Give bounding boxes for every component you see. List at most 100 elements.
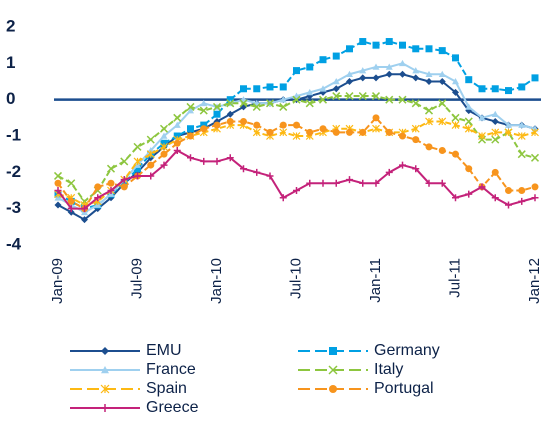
marker: [332, 179, 340, 187]
marker: [279, 102, 288, 111]
marker: [424, 106, 434, 115]
marker: [67, 208, 75, 216]
marker: [465, 103, 473, 110]
marker: [160, 150, 168, 158]
legend-label: France: [146, 361, 196, 378]
legend-label: Italy: [374, 361, 403, 378]
marker: [346, 70, 353, 78]
marker: [372, 124, 380, 133]
y-tick-label: -4: [6, 234, 22, 253]
marker: [213, 121, 221, 129]
marker: [253, 121, 261, 129]
marker: [134, 165, 141, 173]
legend-label: EMU: [146, 342, 182, 359]
marker: [372, 179, 380, 187]
marker: [120, 157, 129, 166]
marker: [332, 92, 341, 101]
marker: [452, 194, 459, 202]
marker: [530, 153, 540, 162]
marker: [438, 78, 446, 85]
marker: [279, 128, 288, 137]
marker: [425, 117, 433, 126]
marker: [399, 132, 406, 140]
marker: [359, 38, 367, 46]
marker: [478, 114, 486, 121]
marker: [452, 78, 459, 85]
marker: [372, 63, 380, 70]
marker: [359, 74, 367, 82]
marker: [329, 347, 337, 355]
marker: [266, 83, 274, 91]
marker: [67, 205, 75, 213]
marker: [451, 121, 460, 130]
marker: [306, 128, 314, 136]
marker: [67, 179, 76, 188]
marker: [186, 102, 195, 111]
y-tick-label: -2: [6, 162, 21, 181]
marker: [438, 70, 446, 78]
y-tick-label: 2: [6, 16, 15, 35]
marker: [411, 99, 420, 108]
marker: [518, 121, 526, 128]
marker: [199, 106, 208, 115]
marker: [491, 85, 499, 93]
marker: [385, 128, 393, 136]
marker: [329, 385, 337, 393]
legend-label: Germany: [374, 342, 440, 359]
marker: [101, 347, 109, 355]
marker: [438, 117, 447, 126]
x-tick-label: Jul-11: [446, 258, 463, 298]
marker: [319, 179, 327, 187]
marker: [346, 128, 353, 136]
marker: [120, 179, 128, 187]
marker: [305, 99, 314, 108]
marker: [292, 132, 301, 140]
marker: [147, 172, 155, 180]
marker: [452, 88, 459, 96]
marker: [133, 157, 142, 166]
marker: [425, 45, 433, 53]
x-tick-label: Jul-10: [287, 258, 304, 299]
marker: [292, 95, 301, 104]
y-tick-label: -1: [6, 125, 21, 144]
x-tick-label: Jan-12: [526, 258, 543, 304]
marker: [319, 125, 327, 133]
marker: [465, 165, 473, 173]
marker: [293, 121, 300, 129]
marker: [412, 136, 420, 144]
marker: [306, 179, 314, 187]
marker: [518, 197, 526, 205]
marker: [187, 125, 194, 133]
marker: [120, 183, 128, 191]
marker: [505, 87, 512, 95]
marker: [518, 187, 526, 194]
legend-label: Greece: [146, 399, 199, 416]
marker: [266, 128, 274, 136]
marker: [531, 128, 539, 137]
marker: [372, 74, 380, 82]
marker: [252, 102, 261, 111]
marker: [332, 78, 340, 85]
marker: [412, 67, 420, 74]
marker: [100, 384, 110, 394]
marker: [491, 117, 499, 125]
marker: [279, 121, 287, 129]
marker: [332, 85, 340, 93]
marker: [425, 70, 433, 78]
marker: [531, 183, 539, 191]
marker: [54, 201, 62, 209]
marker: [239, 99, 248, 108]
marker: [173, 121, 181, 128]
marker: [358, 92, 367, 101]
marker: [160, 139, 168, 147]
y-tick-label: -3: [6, 198, 21, 217]
marker: [101, 404, 109, 412]
marker: [253, 168, 261, 176]
marker: [53, 171, 63, 180]
marker: [491, 128, 500, 137]
marker: [160, 161, 168, 169]
marker: [452, 150, 459, 158]
series-line: [57, 95, 536, 203]
marker: [438, 147, 446, 155]
